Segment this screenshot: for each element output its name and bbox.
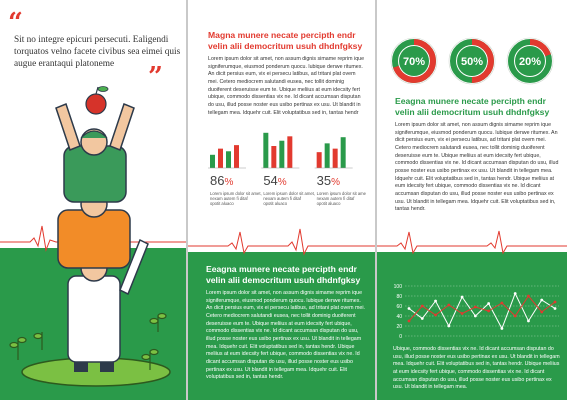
people-tower-illustration (9, 86, 171, 387)
data-point (420, 304, 424, 308)
percent-label: 86% (210, 173, 233, 188)
series-line (408, 295, 556, 322)
y-tick-label: 20 (396, 324, 402, 330)
ecg-line-icon (188, 228, 375, 256)
bar-caption: Lorem ipsum dolor sit amet, nexam autem f… (210, 191, 262, 206)
ring-center (515, 46, 545, 76)
bar-charts: 86%Lorem ipsum dolor sit amet, nexam aute… (208, 132, 366, 206)
data-point (434, 313, 437, 317)
percent-label: 35% (317, 173, 340, 188)
bar (340, 137, 346, 168)
data-point (447, 303, 451, 307)
quote-close-mark: ” (148, 62, 163, 92)
bar-caption-line: Lorem ipsum dolor sit amet, (317, 191, 366, 196)
y-tick-label: 60 (396, 304, 402, 310)
bar-caption-line: Lorem ipsum dolor sit amet, (210, 191, 262, 196)
data-point (487, 309, 491, 313)
plant-icon (9, 312, 167, 370)
percent-sign: % (331, 177, 340, 188)
panel-middle: Magna munere necate percipth endr velin … (188, 0, 375, 400)
apple-icon (85, 86, 109, 115)
bar (324, 143, 330, 168)
section-heading: Magna munere necate percipth endr velin … (208, 30, 363, 51)
ring-fill (508, 39, 552, 83)
section-heading: Eeagna munere necate percipth endr velin… (395, 96, 550, 117)
y-tick-label: 40 (396, 314, 402, 320)
percent-sign: % (278, 177, 287, 188)
green-band (188, 252, 375, 400)
ring-center (399, 46, 429, 76)
data-point (420, 317, 424, 320)
data-point (527, 294, 530, 298)
ring-center (457, 46, 487, 76)
body-paragraph: Ubique, commodo dissentias vix ne. Id di… (393, 346, 560, 391)
fold-line (186, 0, 188, 400)
ring-label: 70% (403, 56, 425, 68)
fold-line (375, 0, 377, 400)
bar (263, 132, 269, 168)
bar (316, 152, 322, 168)
bar-caption-line: nexam autem fi ditaf (210, 196, 249, 201)
data-point (553, 307, 557, 310)
data-point (434, 299, 437, 303)
body-paragraph: Lorem ipsum dolor sit amet, non assum di… (208, 56, 365, 116)
data-point (500, 301, 504, 305)
percent-value: 54 (263, 173, 277, 188)
data-point (553, 300, 557, 304)
bar (332, 148, 338, 168)
data-point (447, 324, 451, 328)
bar-caption-line: opotit aluaco (210, 201, 234, 206)
ring-label: 50% (461, 56, 483, 68)
data-point (460, 295, 464, 299)
data-point (513, 292, 517, 295)
y-tick-label: 80 (396, 294, 402, 300)
section-heading: Eeagna munere necate percipth endr velin… (206, 264, 361, 285)
ecg-line-icon (377, 230, 567, 255)
quote-open-mark: “ (8, 8, 23, 38)
bar (279, 140, 285, 168)
data-point (473, 314, 477, 318)
bar-caption-line: Lorem ipsum dolor sit amet, (263, 191, 315, 196)
data-point (473, 305, 477, 309)
data-point (487, 302, 491, 305)
panel-left: “ Sit no integre epicuri persecuti. Eali… (0, 0, 186, 400)
bar (218, 148, 223, 168)
panel-right: 70% 50% 20% Eeagna munere necate percipth … (377, 0, 567, 400)
data-point (500, 327, 504, 330)
bar-caption: Lorem ipsum dolor sit amet, nexam autem f… (263, 191, 315, 206)
bar (226, 151, 231, 168)
percent-label: 54% (263, 173, 286, 188)
data-point (527, 319, 530, 323)
ring-fill (392, 39, 436, 83)
ring-fill (450, 39, 494, 83)
body-paragraph: Lorem ipsum dolor sit amet, non assum di… (395, 122, 559, 213)
bar-caption: Lorem ipsum dolor sit amet, nexam autem f… (317, 191, 366, 206)
bar-caption-line: opotit aluaco (317, 201, 341, 206)
body-paragraph: Lorem ipsum dolor sit amet, non assum di… (206, 290, 365, 381)
bar (234, 145, 239, 168)
bar (287, 136, 293, 168)
percent-value: 35 (317, 173, 331, 188)
series-line (408, 292, 556, 330)
data-point (540, 310, 544, 314)
y-tick-label: 100 (394, 284, 403, 290)
data-point (513, 314, 517, 318)
data-point (460, 312, 464, 315)
percentage-rings: 70% 50% 20% (390, 37, 554, 85)
data-point (407, 319, 411, 323)
line-chart: 100 80 60 40 20 0 (394, 284, 559, 340)
bar-caption-line: nexam autem fi ditaf (317, 196, 356, 201)
percent-value: 86 (210, 173, 224, 188)
bar (271, 146, 277, 168)
data-point (407, 307, 411, 310)
quote-text: Sit no integre epicuri persecuti. Ealige… (14, 35, 181, 70)
percent-sign: % (224, 177, 233, 188)
bar-caption-line: opotit aluaco (263, 201, 287, 206)
bar (210, 154, 215, 168)
y-tick-label: 0 (399, 334, 402, 340)
bar-caption-line: nexam autem fi ditaf (263, 196, 302, 201)
data-point (540, 298, 544, 302)
ring-label: 20% (519, 56, 541, 68)
